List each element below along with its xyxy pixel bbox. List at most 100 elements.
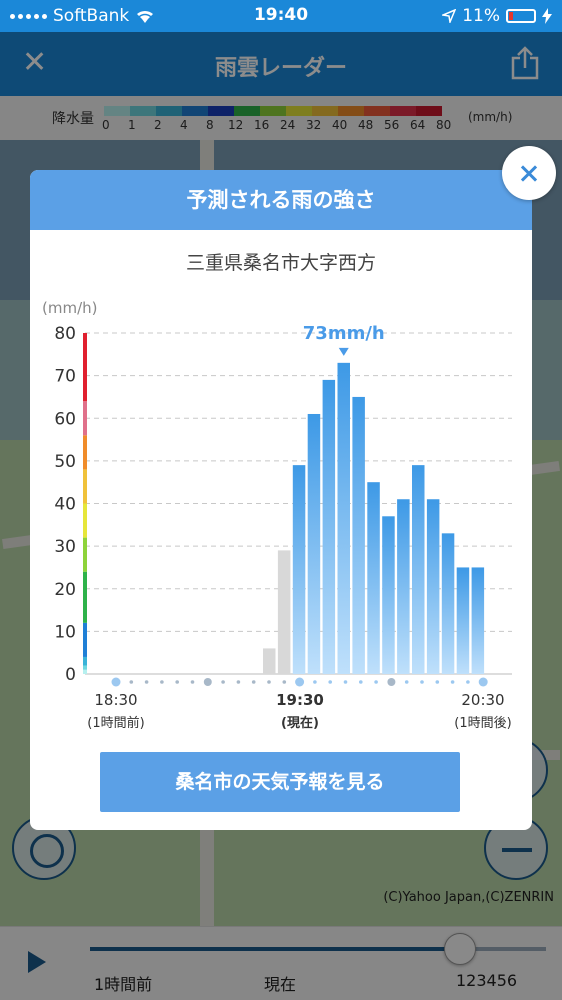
time-dot — [111, 677, 121, 687]
forecast-bar — [397, 499, 410, 674]
timeline-bar: 1時間前 現在 123456 — [0, 926, 562, 1000]
forecast-bar — [426, 499, 440, 674]
popup-close-button[interactable] — [502, 146, 556, 200]
legend-swatch — [286, 106, 312, 116]
weather-forecast-button[interactable]: 桑名市の天気予報を見る — [100, 752, 460, 812]
location-arrow-icon — [442, 9, 457, 23]
time-dot — [328, 680, 333, 684]
legend-tick: 80 — [436, 118, 452, 132]
intensity-scale-band — [83, 622, 87, 657]
legend-tick: 12 — [228, 118, 244, 132]
charging-icon — [542, 8, 552, 24]
battery-icon — [506, 9, 536, 23]
rain-forecast-popup: 予測される雨の強さ 三重県桑名市大字西方 (mm/h) 0 10 20 30 40 50 60… — [30, 170, 532, 830]
time-dot — [203, 678, 212, 686]
legend-swatch — [364, 106, 390, 116]
forecast-bar — [307, 413, 321, 674]
carrier-label: SoftBank — [53, 6, 130, 26]
share-icon[interactable] — [510, 46, 540, 80]
legend-swatch — [104, 106, 130, 116]
legend-unit: (mm/h) — [468, 110, 513, 124]
page-title: 雨雲レーダー — [214, 56, 347, 81]
map-credit: (C)Yahoo Japan,(C)ZENRIN — [383, 890, 554, 905]
time-dot — [221, 680, 225, 684]
legend-swatch — [130, 106, 156, 116]
time-dot — [374, 680, 378, 684]
forecast-bar — [382, 516, 395, 674]
time-dot — [175, 680, 179, 684]
time-dot — [387, 678, 396, 686]
y-tick-label: 30 — [54, 537, 76, 557]
peak-marker — [338, 347, 349, 356]
clock: 19:40 — [253, 5, 309, 25]
legend-tick: 0 — [102, 118, 110, 132]
precipitation-legend: 降水量 0 1 2 4 8 12 16 24 32 40 48 56 64 80 (mm/h) — [0, 96, 562, 140]
time-dot — [236, 680, 241, 684]
legend-swatch — [260, 106, 286, 116]
status-bar: SoftBank 19:40 11% — [0, 0, 562, 32]
close-icon[interactable]: ✕ — [22, 45, 48, 80]
legend-tick: 64 — [410, 118, 426, 132]
y-tick-label: 60 — [54, 409, 76, 429]
legend-label: 降水量 — [52, 111, 94, 127]
timeline-progress — [90, 947, 460, 951]
time-dot — [313, 680, 317, 684]
app-header: ✕ 雨雲レーダー — [0, 32, 562, 96]
signal-icon — [10, 13, 47, 19]
intensity-scale-band — [83, 537, 87, 572]
legend-swatch — [416, 106, 442, 116]
popup-title: 予測される雨の強さ — [30, 170, 532, 230]
timeline-thumb[interactable] — [444, 933, 476, 965]
time-dot — [160, 680, 164, 684]
time-dot — [343, 680, 348, 684]
legend-tick: 32 — [306, 118, 322, 132]
time-dot — [420, 680, 424, 684]
x-tick-label: 19:30 — [276, 691, 324, 709]
y-tick-label: 70 — [54, 367, 76, 387]
legend-swatch — [208, 106, 234, 116]
y-axis-unit: (mm/h) — [42, 299, 98, 317]
intensity-scale-band — [83, 669, 87, 674]
intensity-scale-band — [83, 469, 87, 504]
y-tick-label: 50 — [54, 452, 76, 472]
intensity-scale-band — [83, 435, 87, 470]
intensity-scale-band — [83, 665, 87, 670]
forecast-bar — [456, 567, 470, 674]
legend-swatch — [234, 106, 260, 116]
legend-tick: 2 — [154, 118, 162, 132]
forecast-bar — [412, 465, 425, 674]
wifi-icon — [137, 10, 154, 23]
y-tick-label: 80 — [54, 324, 76, 344]
legend-tick: 56 — [384, 118, 400, 132]
time-dot — [450, 680, 455, 684]
x-tick-label: 20:30 — [461, 691, 504, 709]
forecast-bar — [292, 465, 306, 674]
time-dot — [267, 680, 271, 684]
legend-ticks: 0 1 2 4 8 12 16 24 32 40 48 56 64 80 — [96, 118, 456, 136]
legend-tick: 40 — [332, 118, 348, 132]
time-dot — [404, 680, 409, 684]
legend-tick: 8 — [206, 118, 214, 132]
forecast-bar — [352, 396, 365, 674]
y-tick-label: 40 — [54, 495, 76, 515]
intensity-scale-band — [83, 333, 87, 402]
y-tick-label: 10 — [54, 622, 76, 642]
legend-color-scale — [104, 106, 442, 116]
time-dot — [190, 680, 195, 684]
legend-swatch — [156, 106, 182, 116]
past-bar — [263, 648, 276, 674]
time-dot — [295, 677, 305, 687]
time-dot — [144, 680, 149, 684]
forecast-bar — [337, 362, 350, 674]
play-icon[interactable] — [28, 951, 46, 973]
legend-swatch — [312, 106, 338, 116]
intensity-scale-band — [83, 503, 87, 538]
location-name: 三重県桑名市大字西方 — [185, 252, 376, 274]
legend-tick: 16 — [254, 118, 270, 132]
time-dot — [435, 680, 440, 684]
time-dot — [129, 680, 134, 684]
forecast-bar — [367, 482, 380, 674]
timeline-label-past: 1時間前 — [94, 975, 153, 994]
x-tick-label: 18:30 — [94, 691, 137, 709]
x-tick-sublabel: (1時間前) — [87, 715, 144, 731]
